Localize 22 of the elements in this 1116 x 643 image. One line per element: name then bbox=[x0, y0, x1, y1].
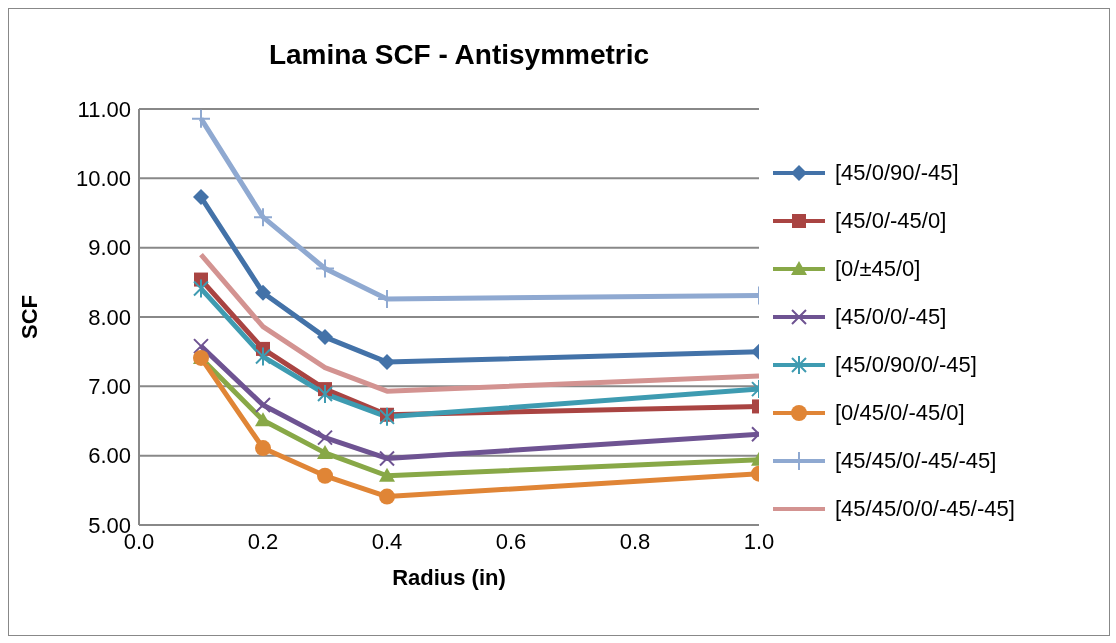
x-tick-label: 0.4 bbox=[371, 528, 403, 554]
legend-label: [45/0/90/0/-45] bbox=[835, 352, 977, 378]
y-tick-label: 10.00 bbox=[75, 166, 131, 192]
legend-label: [0/45/0/-45/0] bbox=[835, 400, 965, 426]
chart-title: Lamina SCF - Antisymmetric bbox=[267, 39, 651, 71]
legend-label: [45/0/0/-45] bbox=[835, 304, 947, 330]
legend-label: [45/0/-45/0] bbox=[835, 208, 947, 234]
y-tick-label: 9.00 bbox=[88, 235, 131, 261]
x-tick-label: 0.2 bbox=[247, 528, 279, 554]
legend-label: [45/45/0/-45/-45] bbox=[835, 448, 997, 474]
x-tick-label: 0.8 bbox=[619, 528, 651, 554]
y-axis-title: SCF bbox=[16, 295, 42, 339]
legend-label: [0/±45/0] bbox=[835, 256, 921, 282]
y-tick-label: 11.00 bbox=[77, 96, 131, 122]
x-tick-label: 0.6 bbox=[495, 528, 527, 554]
x-axis-title: Radius (in) bbox=[392, 565, 506, 590]
y-tick-label: 6.00 bbox=[88, 443, 131, 469]
x-tick-label: 1.0 bbox=[743, 528, 775, 554]
legend-label: [45/0/90/-45] bbox=[835, 160, 959, 186]
y-tick-label: 7.00 bbox=[88, 374, 131, 400]
legend-label: [45/45/0/0/-45/-45] bbox=[835, 496, 1015, 522]
y-tick-label: 8.00 bbox=[88, 304, 131, 330]
